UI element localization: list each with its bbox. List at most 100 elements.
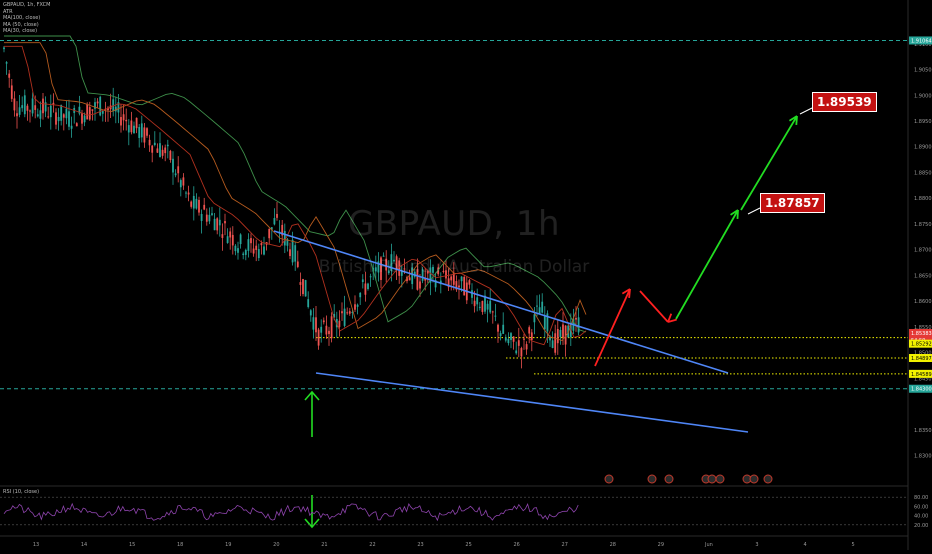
candle-body: [369, 276, 372, 278]
event-marker-icon[interactable]: [715, 474, 725, 484]
candle-body: [468, 280, 471, 285]
candle-body: [146, 128, 148, 136]
candle-body: [5, 62, 8, 64]
candle-body: [309, 310, 312, 316]
candle-body: [133, 125, 135, 134]
candle-body: [65, 108, 68, 119]
candle-body: [182, 177, 185, 186]
price-tick-label: 1.8800: [914, 196, 932, 202]
event-marker-icon[interactable]: [647, 474, 657, 484]
target-callout-upper[interactable]: 1.89539: [812, 92, 877, 112]
candle-body: [159, 143, 161, 158]
candle-body: [226, 236, 229, 243]
price-label-bg: [909, 328, 932, 337]
candle-body: [247, 239, 250, 251]
candle-body: [424, 278, 427, 281]
candle-body: [575, 317, 577, 320]
candle-body: [101, 111, 104, 114]
candle-body: [322, 320, 325, 323]
candle-body: [270, 227, 273, 230]
candle-body: [416, 269, 419, 290]
candle-body: [185, 192, 187, 194]
candle-body: [203, 204, 206, 210]
price-label-bg: [909, 36, 932, 45]
candle-body: [556, 329, 559, 344]
candle-body: [276, 213, 278, 218]
legend-symbol[interactable]: GBPAUD, 1h, FXCM: [3, 2, 51, 8]
rsi-tick-label: 80.00: [914, 495, 928, 501]
candle-body: [130, 120, 133, 133]
candle-body: [494, 315, 497, 317]
candle-body: [385, 258, 388, 271]
price-tick-label: 1.8650: [914, 273, 932, 279]
candle-body: [231, 234, 234, 246]
target-callout-lower[interactable]: 1.87857: [760, 193, 825, 213]
time-tick-label: 15: [129, 542, 135, 548]
candle-body: [491, 311, 494, 313]
candle-body: [10, 85, 13, 99]
candle-body: [286, 239, 289, 246]
candle-body: [52, 102, 55, 105]
candle-body: [455, 281, 458, 290]
callout-connector: [747, 207, 761, 215]
candle-body: [60, 104, 63, 121]
price-label-text: 1.84897: [911, 356, 932, 362]
legend-ma50[interactable]: MA (50, close): [3, 21, 39, 28]
candle-body: [528, 327, 531, 334]
candle-body: [512, 336, 515, 342]
indicator-legend: GBPAUD, 1h, FXCM ATR MA(100, close) MA (…: [3, 2, 50, 35]
event-marker-icon[interactable]: [664, 474, 674, 484]
candle-body: [343, 308, 346, 326]
rsi-line: [3, 502, 579, 522]
legend-ma100[interactable]: MA(100, close): [3, 15, 41, 21]
candle-body: [317, 329, 320, 346]
candle-body: [234, 245, 237, 252]
rsi-tick-label: 20.00: [914, 523, 928, 529]
price-label-bg: [909, 369, 932, 378]
event-marker-icon[interactable]: [707, 474, 717, 484]
candle-body: [356, 304, 359, 307]
lower-trendline: [315, 372, 749, 433]
candles: [3, 46, 580, 369]
candle-body: [510, 333, 512, 340]
candle-body: [450, 276, 453, 281]
candle-body: [387, 270, 390, 274]
candle-body: [549, 336, 551, 341]
event-marker-icon[interactable]: [604, 474, 614, 484]
rsi-legend[interactable]: RSI (10, close): [3, 489, 40, 495]
candle-body: [294, 245, 297, 262]
candle-body: [458, 285, 460, 288]
candle-body: [411, 267, 414, 285]
candle-body: [515, 350, 518, 354]
candle-body: [533, 314, 536, 323]
candle-body: [307, 299, 310, 308]
time-tick-label: 23: [417, 542, 423, 548]
candle-body: [94, 102, 96, 109]
candle-body: [291, 239, 294, 263]
candle-body: [377, 261, 380, 273]
candle-body: [543, 316, 546, 330]
time-tick-label: 19: [225, 542, 231, 548]
legend-atr[interactable]: ATR: [3, 8, 13, 15]
candle-body: [143, 127, 146, 143]
candle-body: [221, 234, 224, 238]
price-tick-label: 1.8550: [914, 325, 932, 331]
candle-body: [18, 107, 21, 115]
event-marker-icon[interactable]: [749, 474, 759, 484]
candle-body: [312, 317, 315, 330]
candle-body: [281, 224, 284, 236]
candle-body: [242, 253, 245, 256]
event-marker-icon[interactable]: [763, 474, 773, 484]
candle-body: [330, 316, 333, 339]
arrowhead: [304, 390, 320, 401]
legend-ma30[interactable]: MA(30, close): [3, 28, 38, 34]
candle-body: [99, 96, 102, 116]
candle-body: [421, 269, 424, 281]
candle-body: [432, 266, 434, 273]
candle-body: [504, 337, 507, 341]
time-tick-label: 26: [513, 542, 519, 548]
candle-body: [213, 218, 216, 231]
candle-body: [140, 123, 143, 138]
